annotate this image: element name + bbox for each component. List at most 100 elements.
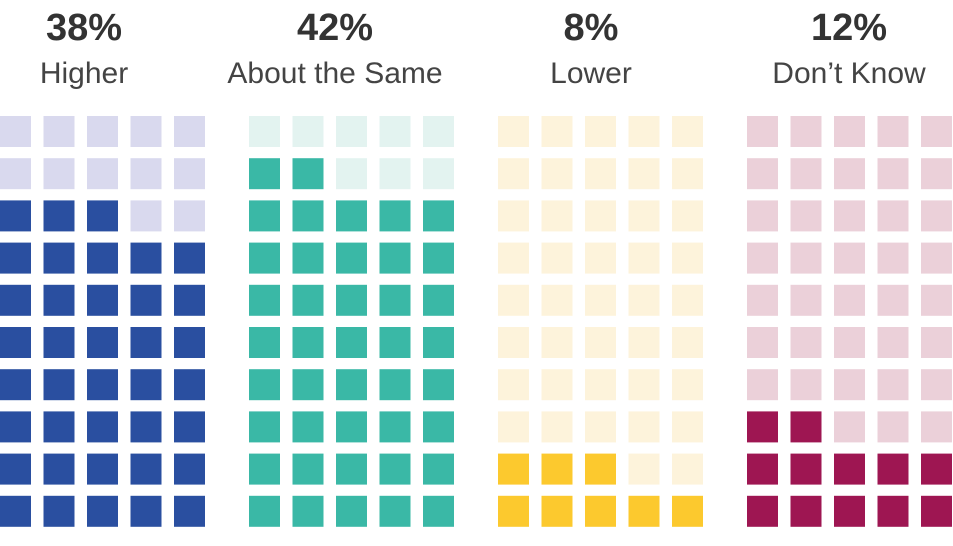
waffle-cell-about-the-same-filled xyxy=(292,453,324,485)
waffle-cell-dont-know-empty xyxy=(747,200,778,232)
waffle-cell-lower-empty xyxy=(585,369,616,401)
waffle-cell-higher-filled xyxy=(0,411,31,443)
waffle-cell-lower-empty xyxy=(498,242,529,274)
waffle-cell-higher-empty xyxy=(130,116,162,147)
waffle-cell-lower-empty xyxy=(541,284,573,316)
waffle-cell-higher-filled xyxy=(43,200,75,232)
waffle-cell-higher-filled xyxy=(130,411,162,443)
category-label-lower: Lower xyxy=(550,57,632,90)
waffle-cell-higher-filled xyxy=(0,284,31,316)
waffle-cell-higher-filled xyxy=(43,453,75,485)
waffle-cell-about-the-same-filled xyxy=(379,411,411,443)
waffle-cell-about-the-same-filled xyxy=(292,495,324,527)
waffle-cell-higher-filled xyxy=(174,495,205,527)
waffle-cell-about-the-same-filled xyxy=(379,369,411,401)
waffle-cell-dont-know-empty xyxy=(877,242,909,274)
waffle-cell-higher-filled xyxy=(174,369,205,401)
waffle-cell-about-the-same-filled xyxy=(249,242,280,274)
waffle-cell-dont-know-empty xyxy=(877,369,909,401)
waffle-cell-lower-empty xyxy=(628,116,660,147)
waffle-cell-lower-empty xyxy=(585,158,616,190)
waffle-cell-about-the-same-filled xyxy=(336,242,367,274)
waffle-cell-lower-empty xyxy=(498,284,529,316)
waffle-cell-lower-empty xyxy=(672,327,703,358)
waffle-cell-about-the-same-filled xyxy=(292,327,324,358)
waffle-cell-dont-know-empty xyxy=(747,369,778,401)
waffle-cell-lower-empty xyxy=(628,242,660,274)
waffle-cell-dont-know-empty xyxy=(877,158,909,190)
waffle-cell-about-the-same-filled xyxy=(336,411,367,443)
waffle-cell-about-the-same-empty xyxy=(423,116,454,147)
waffle-cell-dont-know-empty xyxy=(834,116,865,147)
waffle-cell-dont-know-empty xyxy=(834,200,865,232)
waffle-cell-about-the-same-filled xyxy=(249,158,280,190)
waffle-cell-dont-know-empty xyxy=(747,158,778,190)
waffle-cell-higher-empty xyxy=(87,158,118,190)
waffle-cell-higher-filled xyxy=(43,369,75,401)
waffle-cell-dont-know-filled xyxy=(921,453,952,485)
waffle-cell-lower-empty xyxy=(585,327,616,358)
cells-dont-know xyxy=(747,116,952,527)
waffle-cell-higher-filled xyxy=(87,200,118,232)
waffle-cell-higher-filled xyxy=(130,242,162,274)
waffle-cell-about-the-same-filled xyxy=(249,453,280,485)
waffle-cell-lower-empty xyxy=(628,284,660,316)
waffle-cell-higher-filled xyxy=(87,453,118,485)
percent-label-dont-know: 12% xyxy=(811,7,887,49)
waffle-cell-about-the-same-filled xyxy=(336,453,367,485)
waffle-cell-lower-empty xyxy=(672,116,703,147)
waffle-cell-lower-empty xyxy=(628,411,660,443)
waffle-cell-dont-know-filled xyxy=(834,495,865,527)
waffle-cell-lower-empty xyxy=(541,327,573,358)
waffle-cell-about-the-same-empty xyxy=(379,158,411,190)
waffle-cell-higher-filled xyxy=(87,284,118,316)
waffle-cell-lower-filled xyxy=(498,453,529,485)
waffle-cell-about-the-same-filled xyxy=(423,369,454,401)
waffle-cell-about-the-same-filled xyxy=(249,200,280,232)
category-label-about-the-same: About the Same xyxy=(227,57,442,90)
waffle-cell-about-the-same-filled xyxy=(423,242,454,274)
waffle-cell-higher-filled xyxy=(87,327,118,358)
waffle-cell-lower-empty xyxy=(672,200,703,232)
category-label-dont-know: Don’t Know xyxy=(772,57,926,90)
waffle-cell-dont-know-empty xyxy=(921,158,952,190)
waffle-cell-higher-filled xyxy=(130,327,162,358)
waffle-cell-higher-filled xyxy=(174,242,205,274)
waffle-cell-dont-know-empty xyxy=(877,327,909,358)
waffle-cell-dont-know-empty xyxy=(877,200,909,232)
waffle-cell-lower-empty xyxy=(672,369,703,401)
waffle-cell-higher-filled xyxy=(43,284,75,316)
waffle-cell-about-the-same-empty xyxy=(423,158,454,190)
waffle-cell-dont-know-empty xyxy=(921,411,952,443)
waffle-cell-dont-know-empty xyxy=(921,242,952,274)
cells-higher xyxy=(0,116,205,527)
waffle-cell-about-the-same-filled xyxy=(423,495,454,527)
percent-label-higher: 38% xyxy=(46,7,122,49)
waffle-cell-about-the-same-filled xyxy=(379,242,411,274)
waffle-cell-about-the-same-filled xyxy=(379,284,411,316)
waffle-cell-lower-empty xyxy=(628,200,660,232)
waffle-cell-about-the-same-filled xyxy=(292,284,324,316)
waffle-cell-higher-empty xyxy=(130,200,162,232)
percent-label-about-the-same: 42% xyxy=(297,7,373,49)
waffle-cell-higher-filled xyxy=(130,369,162,401)
waffle-cell-dont-know-filled xyxy=(747,495,778,527)
waffle-cell-dont-know-filled xyxy=(921,495,952,527)
waffle-cell-dont-know-empty xyxy=(790,284,822,316)
waffle-cell-about-the-same-filled xyxy=(336,327,367,358)
waffle-cell-about-the-same-filled xyxy=(249,411,280,443)
waffle-cell-about-the-same-filled xyxy=(423,453,454,485)
waffle-cell-lower-filled xyxy=(541,453,573,485)
waffle-cell-higher-filled xyxy=(0,242,31,274)
waffle-cell-about-the-same-filled xyxy=(249,369,280,401)
waffle-cell-lower-filled xyxy=(672,495,703,527)
waffle-cell-higher-filled xyxy=(0,327,31,358)
waffle-cell-lower-filled xyxy=(628,495,660,527)
waffle-cell-lower-empty xyxy=(498,158,529,190)
waffle-cell-higher-filled xyxy=(87,411,118,443)
waffle-cell-lower-empty xyxy=(541,158,573,190)
waffle-cell-lower-empty xyxy=(585,284,616,316)
waffle-cell-dont-know-empty xyxy=(790,158,822,190)
waffle-cell-about-the-same-empty xyxy=(249,116,280,147)
waffle-cell-lower-empty xyxy=(628,327,660,358)
